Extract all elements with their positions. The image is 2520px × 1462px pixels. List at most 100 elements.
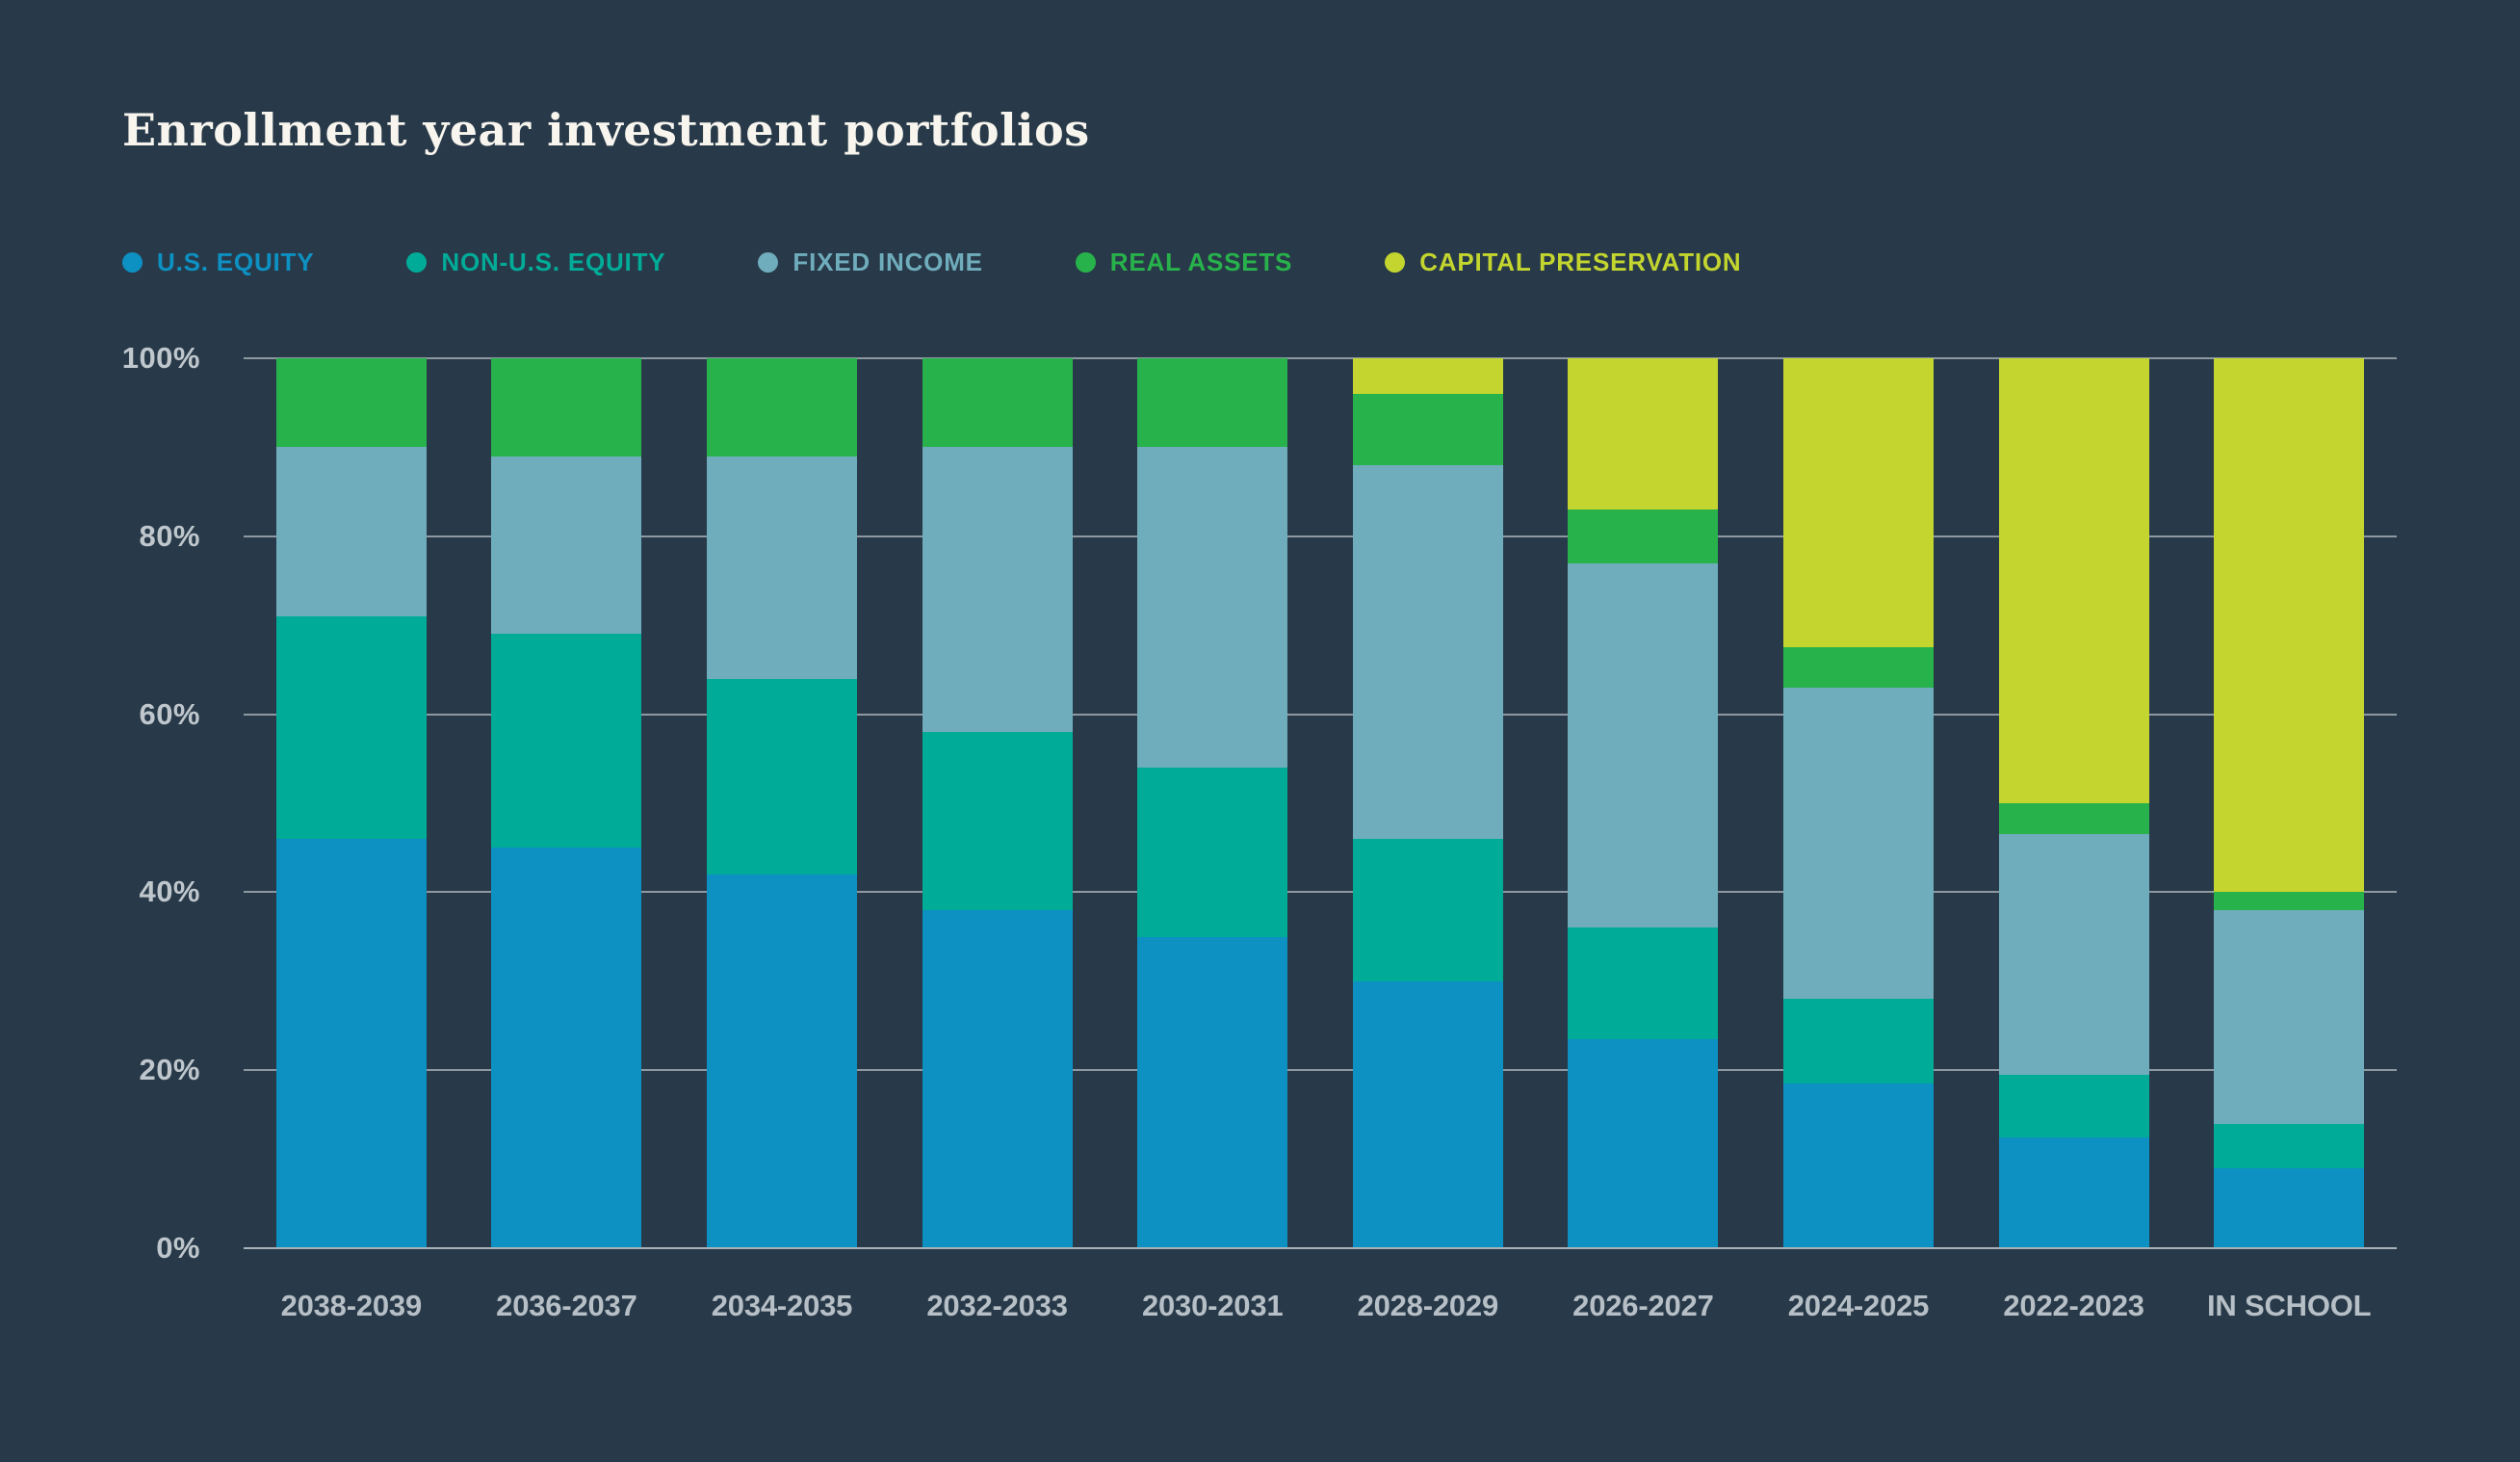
legend-dot-icon [1075,251,1096,273]
bar-segment-u-s-equity [1568,1038,1719,1248]
bar-segment-u-s-equity [2214,1167,2365,1248]
gridline [244,713,2397,716]
bar-segment-real-assets [1998,803,2149,835]
bar-segment-real-assets [922,358,1073,448]
stacked-bar [922,358,1073,1248]
legend-item: U.S. EQUITY [122,249,314,274]
x-axis-tick-label: 2024-2025 [1787,1289,1930,1322]
stacked-bar [1782,358,1934,1248]
bar-segment-real-assets [1137,358,1288,448]
bar-segment-real-assets [1782,647,1934,688]
legend-dot-icon [1385,251,1406,273]
bar-segment-capital-preservation [1568,358,1719,510]
bar-segment-capital-preservation [2214,358,2365,893]
x-axis-tick-label: 2036-2037 [496,1289,637,1322]
stacked-bar [1568,358,1719,1248]
bar-segment-non-u-s-equity [922,732,1073,910]
legend-item: NON-U.S. EQUITY [406,249,665,274]
legend-item-label: NON-U.S. EQUITY [441,248,666,276]
bar-column [1104,358,1320,1248]
bar-column [244,358,459,1248]
legend-item-label: CAPITAL PRESERVATION [1419,248,1742,276]
bar-segment-u-s-equity [1782,1083,1934,1248]
x-axis-tick-label: IN SCHOOL [2206,1289,2372,1322]
legend-item: CAPITAL PRESERVATION [1385,249,1741,274]
bar-segment-non-u-s-equity [1568,927,1719,1039]
chart-title: Enrollment year investment portfolios [122,104,1090,156]
y-axis-tick-label: 40% [139,875,200,909]
legend-item: FIXED INCOME [758,249,982,274]
bar-segment-fixed-income [2214,909,2365,1124]
bar-segment-u-s-equity [275,838,427,1248]
bar-segment-fixed-income [706,456,857,679]
bar-segment-fixed-income [1998,834,2149,1075]
bar-segment-u-s-equity [706,874,857,1248]
bar-segment-capital-preservation [1998,358,2149,804]
bar-column [2181,358,2397,1248]
y-axis-tick-label: 80% [139,518,200,553]
bar-segment-u-s-equity [922,909,1073,1248]
bar-segment-u-s-equity [1137,936,1288,1248]
bar-segment-real-assets [491,358,642,457]
x-axis-tick-label: 2022-2023 [2003,1289,2144,1322]
y-axis-tick-label: 20% [139,1053,200,1087]
legend-dot-icon [406,251,428,273]
bar-segment-fixed-income [275,447,427,616]
bar-segment-non-u-s-equity [1352,838,1503,981]
bar-segment-real-assets [1568,509,1719,563]
gridline [244,891,2397,894]
bar-segment-real-assets [2214,892,2365,910]
bar-segment-non-u-s-equity [706,678,857,875]
bar-segment-capital-preservation [1352,358,1503,394]
legend-dot-icon [758,251,779,273]
bar-segment-capital-preservation [1782,358,1934,648]
bar-segment-non-u-s-equity [1137,768,1288,937]
bar-segment-non-u-s-equity [491,634,642,848]
bar-column [459,358,675,1248]
gridline [244,535,2397,537]
stacked-bar [491,358,642,1248]
x-axis-tick-label: 2032-2033 [926,1289,1068,1322]
y-axis-tick-label: 60% [139,696,200,731]
x-axis-tick-label: 2030-2031 [1141,1289,1284,1322]
stacked-bar [706,358,857,1248]
y-axis-tick-label: 100% [121,341,200,375]
bar-segment-u-s-equity [1352,980,1503,1248]
legend: U.S. EQUITY NON-U.S. EQUITY FIXED INCOME RE… [122,245,1742,279]
x-axis-tick-label: 2034-2035 [711,1289,853,1322]
x-axis-tick-label: 2028-2029 [1357,1289,1499,1322]
stacked-bar [2214,358,2365,1248]
bar-column [1536,358,1752,1248]
bar-segment-fixed-income [1137,447,1288,769]
bar-segment-fixed-income [1352,464,1503,839]
y-axis-tick-label: 0% [156,1231,200,1265]
x-axis-tick-label: 2038-2039 [280,1289,423,1322]
bar-column [1320,358,1536,1248]
legend-item: REAL ASSETS [1075,249,1292,274]
bar-column [890,358,1105,1248]
bar-segment-u-s-equity [491,848,642,1248]
x-axis-baseline [244,1247,2397,1249]
bar-segment-real-assets [275,358,427,448]
bar-segment-u-s-equity [1998,1136,2149,1248]
bar-column [674,358,890,1248]
plot-area [244,357,2397,1249]
bar-segment-non-u-s-equity [1782,999,1934,1084]
bar-segment-fixed-income [1782,687,1934,1000]
gridline [244,357,2397,359]
bar-segment-non-u-s-equity [1998,1074,2149,1137]
bar-segment-non-u-s-equity [275,615,427,839]
bar-segment-non-u-s-equity [2214,1123,2365,1168]
bar-segment-real-assets [706,358,857,457]
legend-item-label: FIXED INCOME [792,248,983,276]
stacked-bar [1137,358,1288,1248]
bar-column [1966,358,2182,1248]
bar-column [1751,358,1966,1248]
gridline [244,1069,2397,1072]
legend-item-label: U.S. EQUITY [157,248,315,276]
stacked-bar [1998,358,2149,1248]
stacked-bar [1352,358,1503,1248]
bar-segment-fixed-income [1568,562,1719,928]
bar-segment-real-assets [1352,394,1503,465]
